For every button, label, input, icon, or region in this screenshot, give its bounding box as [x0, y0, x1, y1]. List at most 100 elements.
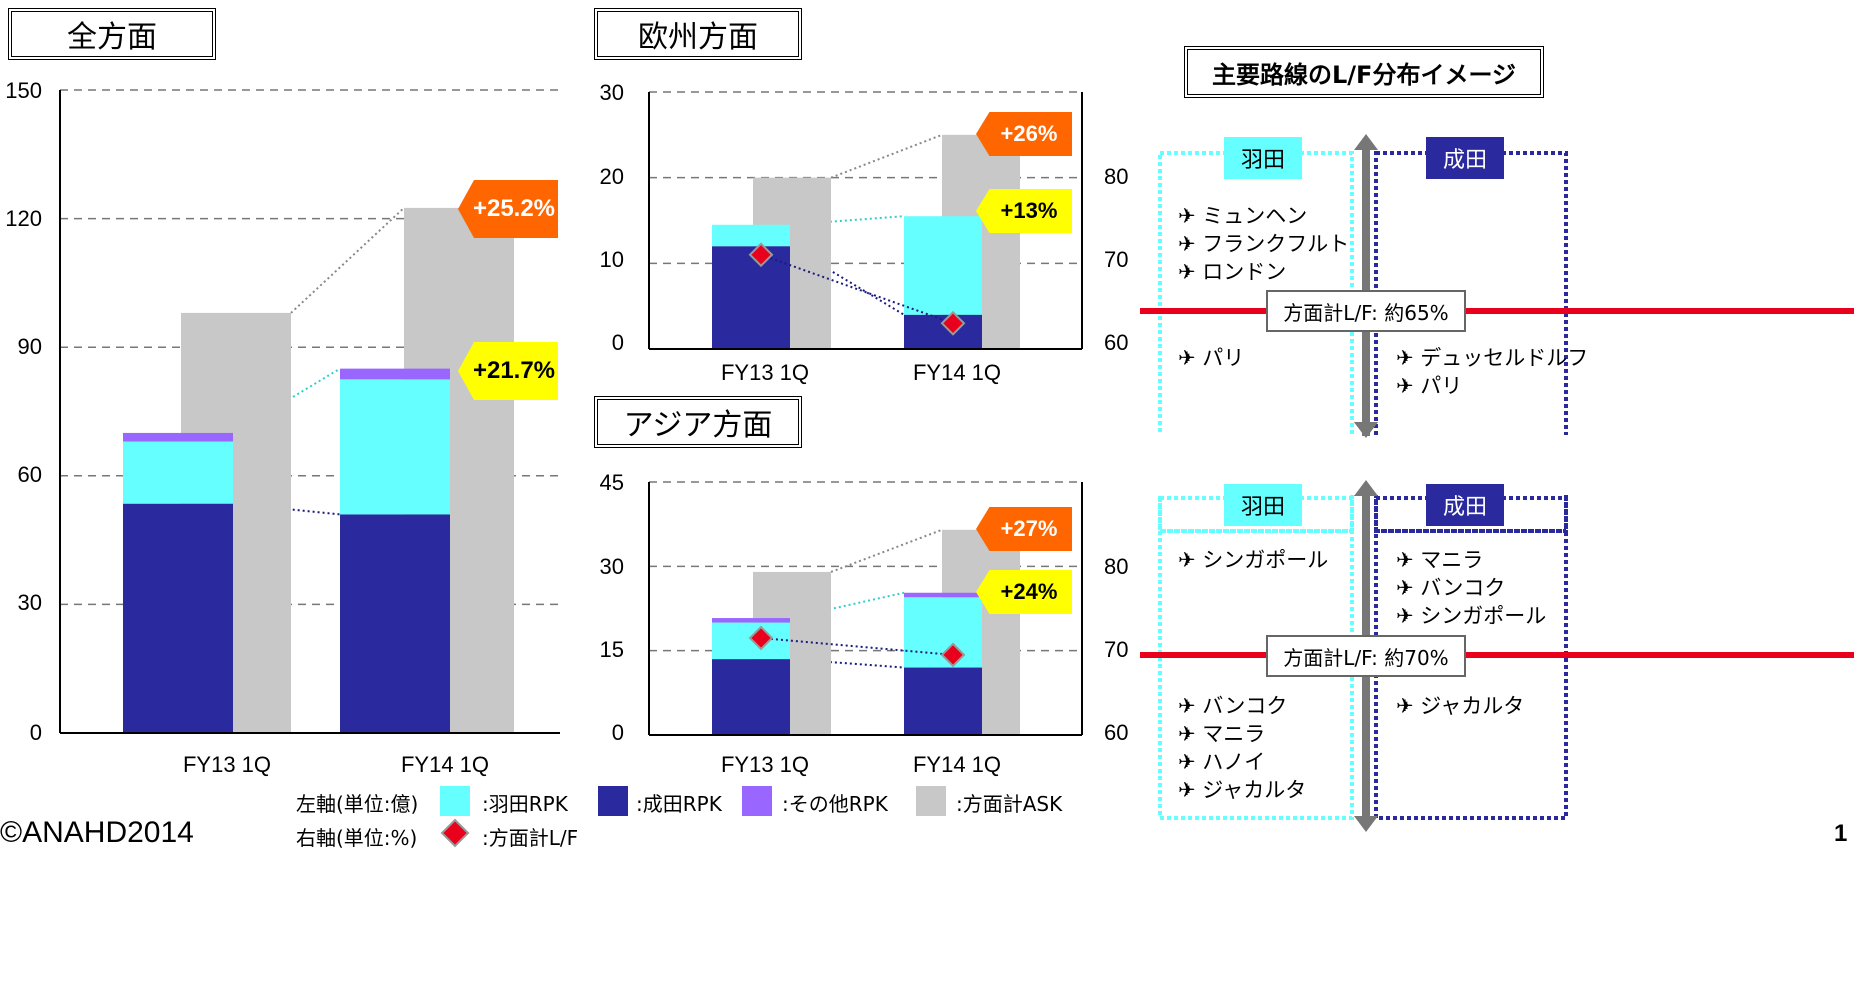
bar-narita-rpk	[712, 246, 790, 349]
route-item: ✈ バンコク	[1178, 694, 1288, 718]
route-item: ✈ ジャカルタ	[1178, 778, 1307, 802]
x-category-label: FY13 1Q	[720, 752, 810, 777]
ask-growth-value: +26%	[1000, 121, 1058, 146]
y-tick-label: 30	[599, 554, 624, 579]
chart-title-all: 全方面	[8, 8, 216, 60]
chart-asia-plot	[648, 481, 1083, 736]
y-tick-label: 20	[599, 164, 624, 189]
route-item: ✈ フランクフルト	[1178, 232, 1350, 256]
rpk-growth-value: +21.7%	[472, 357, 556, 384]
arrow-down-icon	[1354, 816, 1378, 832]
page-number: 1	[1834, 820, 1848, 847]
lf-marker	[748, 625, 774, 651]
bar-narita-rpk	[904, 314, 982, 349]
arrow-up-icon	[1354, 134, 1378, 150]
rpk-growth-flag: +13%	[976, 189, 1072, 233]
y-tick-label: 0	[611, 720, 624, 745]
lf-connector	[760, 637, 954, 656]
narita-connector	[789, 658, 905, 669]
asia-lf-label: 方面計L/F: 約70%	[1266, 635, 1466, 677]
bar-other-rpk	[123, 432, 233, 442]
legend-swatch-haneda	[440, 786, 470, 816]
y-tick-label: 90	[17, 334, 42, 359]
x-category-label: FY13 1Q	[720, 360, 810, 385]
y-tick-label: 10	[599, 247, 624, 272]
bar-narita-rpk	[123, 503, 233, 733]
copyright: ©ANAHD2014	[0, 816, 194, 849]
legend-left-axis: 左軸(単位:億)	[296, 792, 419, 816]
lf-connector	[760, 253, 954, 325]
legend-other: :その他RPK	[782, 792, 888, 816]
legend-lf: :方面計L/F	[482, 826, 579, 850]
chart-all-regions-plot	[59, 89, 560, 734]
route-item: ✈ ロンドン	[1178, 260, 1287, 284]
lf-marker	[748, 242, 774, 268]
chart-title-europe-text: 欧州方面	[638, 20, 758, 55]
asia-narita-label: 成田	[1426, 484, 1504, 526]
legend-lf-marker-icon	[440, 818, 470, 848]
y-tick-label: 0	[29, 720, 42, 745]
lf-marker	[940, 642, 966, 668]
route-item: ✈ マニラ	[1396, 548, 1484, 572]
asia-haneda-label: 羽田	[1224, 484, 1302, 526]
haneda-connector	[789, 215, 905, 226]
y-tick-label: 150	[5, 78, 42, 103]
rpk-growth-value: +24%	[1000, 579, 1058, 604]
ask-growth-value: +27%	[1000, 516, 1058, 541]
bar-narita-rpk	[340, 514, 450, 733]
rpk-growth-flag: +24%	[976, 570, 1072, 614]
legend-narita: :成田RPK	[636, 792, 722, 816]
legend-haneda: :羽田RPK	[482, 792, 568, 816]
lf-panel-title-text: 主要路線のL/F分布イメージ	[1212, 60, 1516, 89]
bar-haneda-rpk	[340, 379, 450, 515]
bar-other-rpk	[904, 592, 982, 598]
legend-ask: :方面計ASK	[956, 792, 1063, 816]
route-item: ✈ ミュンヘン	[1178, 204, 1308, 228]
chart-title-europe: 欧州方面	[594, 8, 802, 60]
x-category-label: FY14 1Q	[912, 360, 1002, 385]
route-item: ✈ デュッセルドルフ	[1396, 346, 1589, 370]
europe-haneda-label: 羽田	[1224, 137, 1302, 179]
legend-swatch-ask	[916, 786, 946, 816]
y-tick-label: 60	[17, 462, 42, 487]
legend-right-axis: 右軸(単位:%)	[296, 826, 418, 850]
lf-marker	[940, 310, 966, 336]
y-tick-label: 15	[599, 637, 624, 662]
legend-swatch-other	[742, 786, 772, 816]
x-category-label: FY14 1Q	[912, 752, 1002, 777]
route-item: ✈ バンコク	[1396, 576, 1506, 600]
route-item: ✈ パリ	[1178, 346, 1245, 370]
legend-swatch-narita	[598, 786, 628, 816]
chart-title-asia: アジア方面	[594, 396, 802, 448]
ask-connector	[290, 207, 405, 314]
route-item: ✈ マニラ	[1178, 722, 1266, 746]
ask-growth-flag: +26%	[976, 112, 1072, 156]
x-category-label: FY13 1Q	[182, 752, 272, 777]
bar-other-rpk	[340, 368, 450, 380]
ask-growth-value: +25.2%	[472, 195, 556, 222]
narita-connector	[789, 245, 905, 316]
bar-narita-rpk	[904, 667, 982, 735]
chart-europe-plot	[648, 91, 1083, 350]
europe-lf-label: 方面計L/F: 約65%	[1266, 290, 1466, 332]
x-category-label: FY14 1Q	[400, 752, 490, 777]
route-item: ✈ ハノイ	[1178, 750, 1266, 774]
bar-haneda-rpk	[712, 622, 790, 660]
y2-tick-label: 70	[1104, 247, 1129, 272]
bar-haneda-rpk	[712, 224, 790, 247]
y2-tick-label: 60	[1104, 330, 1129, 355]
y2-tick-label: 70	[1104, 637, 1129, 662]
europe-narita-label: 成田	[1426, 137, 1504, 179]
ask-growth-flag: +27%	[976, 507, 1072, 551]
route-item: ✈ パリ	[1396, 374, 1463, 398]
rpk-growth-value: +13%	[1000, 198, 1058, 223]
chart-title-asia-text: アジア方面	[623, 408, 773, 443]
lf-panel-title: 主要路線のL/F分布イメージ	[1184, 46, 1544, 98]
bar-other-rpk	[712, 618, 790, 623]
y-tick-label: 30	[599, 80, 624, 105]
bar-haneda-rpk	[123, 441, 233, 504]
ask-growth-flag: +25.2%	[458, 180, 558, 238]
y-tick-label: 0	[611, 330, 624, 355]
route-item: ✈ ジャカルタ	[1396, 694, 1525, 718]
chart-title-all-text: 全方面	[67, 20, 157, 55]
